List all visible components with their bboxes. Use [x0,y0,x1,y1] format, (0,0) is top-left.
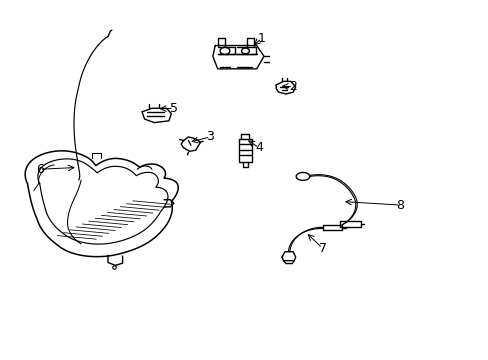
Text: 7: 7 [318,242,326,255]
Text: 3: 3 [206,130,214,144]
Text: 4: 4 [255,141,263,154]
Text: 6: 6 [36,163,43,176]
Text: 5: 5 [169,102,178,115]
Text: 2: 2 [289,80,297,93]
Text: 8: 8 [396,199,404,212]
Text: 1: 1 [257,32,265,45]
